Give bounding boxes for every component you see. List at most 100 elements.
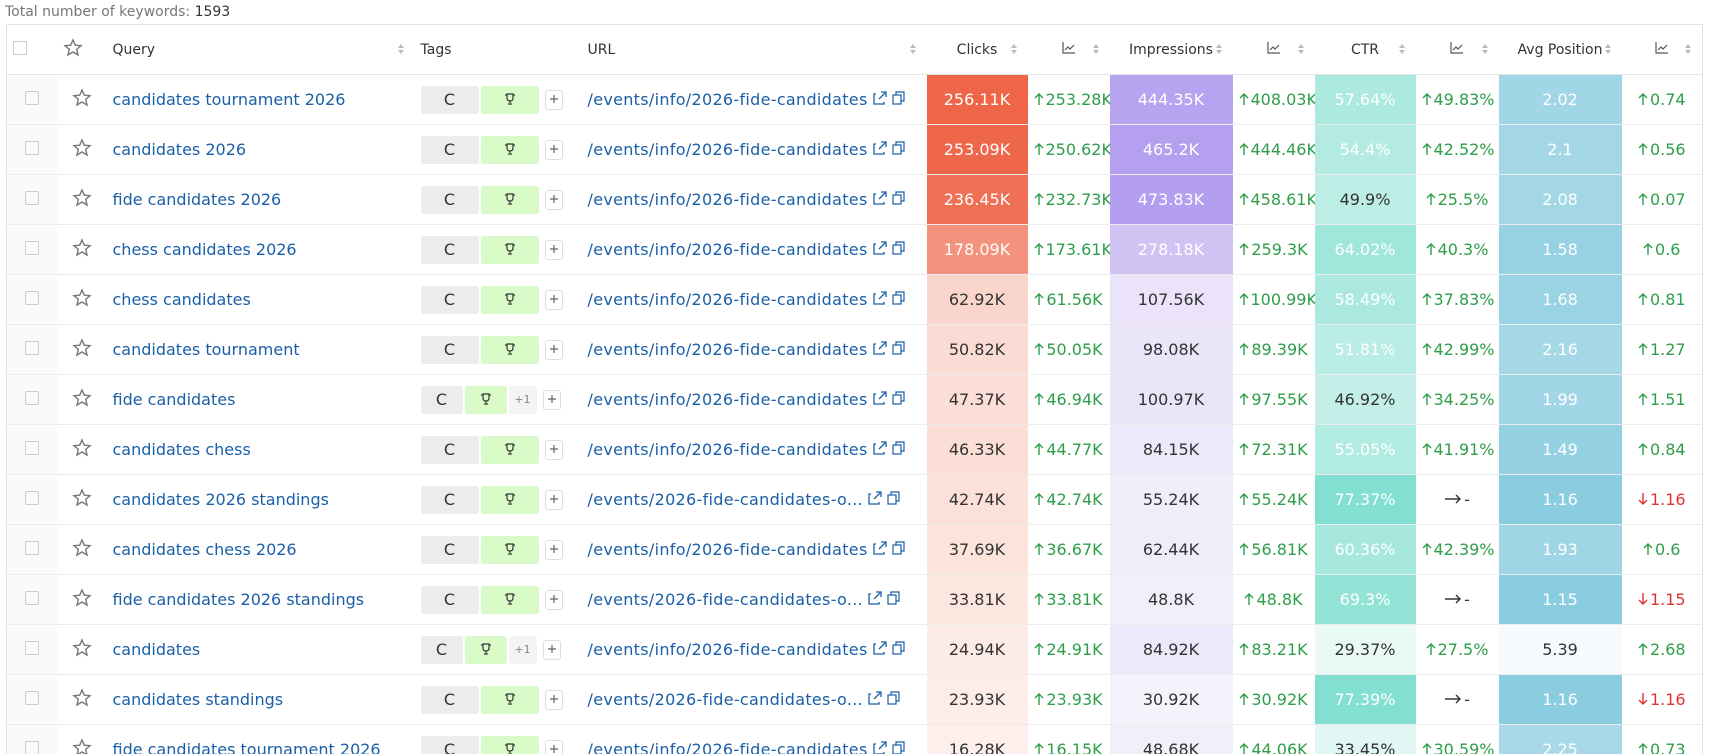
star-icon[interactable] xyxy=(71,737,92,754)
add-tag[interactable] xyxy=(544,339,563,360)
query-link[interactable]: fide candidates 2026 standings xyxy=(112,590,365,609)
url-link[interactable]: /events/2026-fide-candidates-o... xyxy=(587,590,864,609)
tag-chip[interactable]: C xyxy=(420,435,479,464)
link-icons[interactable] xyxy=(868,691,902,705)
link-icons[interactable] xyxy=(873,341,907,355)
url-link[interactable]: /events/info/2026-fide-candidates xyxy=(587,340,868,359)
query-link[interactable]: candidates 2026 xyxy=(112,140,247,159)
url-link[interactable]: /events/info/2026-fide-candidates xyxy=(587,240,868,259)
column-header[interactable] xyxy=(1621,24,1703,75)
query-link[interactable]: candidates 2026 standings xyxy=(112,490,329,509)
tag-chip[interactable]: C xyxy=(420,735,479,754)
tag-chip[interactable] xyxy=(480,135,539,164)
select-cell[interactable] xyxy=(6,524,57,575)
select-cell[interactable] xyxy=(6,424,57,475)
add-tag[interactable] xyxy=(544,239,563,260)
link-icons[interactable] xyxy=(868,591,902,605)
column-header[interactable]: Clicks xyxy=(926,24,1028,75)
select-cell[interactable] xyxy=(6,374,57,425)
star-icon[interactable] xyxy=(71,187,92,208)
chart-icon[interactable] xyxy=(1266,41,1281,54)
star-cell[interactable] xyxy=(56,524,107,575)
link-icons[interactable] xyxy=(873,141,907,155)
star-icon[interactable] xyxy=(71,137,92,158)
star-cell[interactable] xyxy=(56,74,107,125)
tag-chip[interactable]: C xyxy=(420,635,463,664)
sort-icon[interactable] xyxy=(1604,43,1612,55)
link-icons[interactable] xyxy=(868,491,902,505)
tag-chip[interactable] xyxy=(480,535,539,564)
url-link[interactable]: /events/info/2026-fide-candidates xyxy=(587,290,868,309)
tag-chip[interactable] xyxy=(480,435,539,464)
query-link[interactable]: candidates chess xyxy=(112,440,251,459)
query-link[interactable]: chess candidates xyxy=(112,290,251,309)
add-tag[interactable] xyxy=(544,189,563,210)
star-icon[interactable] xyxy=(62,37,83,58)
sort-icon[interactable] xyxy=(397,43,405,55)
tag-chip[interactable]: C xyxy=(420,135,479,164)
tag-chip[interactable]: C xyxy=(420,535,479,564)
add-tag[interactable] xyxy=(544,139,563,160)
tag-chip[interactable] xyxy=(480,485,539,514)
star-cell[interactable] xyxy=(56,724,107,754)
star-icon[interactable] xyxy=(71,337,92,358)
column-header[interactable]: Query xyxy=(106,24,415,75)
tag-chip[interactable]: C xyxy=(420,585,479,614)
tag-chip[interactable] xyxy=(480,285,539,314)
sort-icon[interactable] xyxy=(909,43,917,55)
column-header[interactable]: CTR xyxy=(1314,24,1416,75)
add-tag[interactable] xyxy=(542,389,561,410)
tag-chip[interactable]: C xyxy=(420,185,479,214)
add-tag[interactable] xyxy=(544,689,563,710)
add-tag[interactable] xyxy=(544,539,563,560)
query-link[interactable]: candidates tournament xyxy=(112,340,300,359)
select-cell[interactable] xyxy=(6,224,57,275)
query-link[interactable]: candidates standings xyxy=(112,690,284,709)
tag-extra[interactable]: +1 xyxy=(508,385,537,414)
star-icon[interactable] xyxy=(71,287,92,308)
star-cell[interactable] xyxy=(56,324,107,375)
star-icon[interactable] xyxy=(71,687,92,708)
link-icons[interactable] xyxy=(873,391,907,405)
star-icon[interactable] xyxy=(71,87,92,108)
chart-icon[interactable] xyxy=(1450,41,1464,54)
add-tag[interactable] xyxy=(544,89,563,110)
column-header[interactable] xyxy=(1415,24,1499,75)
select-cell[interactable] xyxy=(6,624,57,675)
tag-extra[interactable]: +1 xyxy=(508,635,537,664)
star-cell[interactable] xyxy=(56,124,107,175)
link-icons[interactable] xyxy=(873,291,907,305)
star-icon[interactable] xyxy=(71,637,92,658)
add-tag[interactable] xyxy=(544,439,563,460)
link-icons[interactable] xyxy=(873,91,907,105)
add-tag[interactable] xyxy=(542,639,561,660)
chart-icon[interactable] xyxy=(1655,41,1669,54)
sort-icon[interactable] xyxy=(1684,43,1692,55)
url-link[interactable]: /events/info/2026-fide-candidates xyxy=(587,390,868,409)
link-icons[interactable] xyxy=(873,241,907,255)
tag-chip[interactable]: C xyxy=(420,85,479,114)
url-link[interactable]: /events/info/2026-fide-candidates xyxy=(587,140,868,159)
tag-chip[interactable] xyxy=(480,185,539,214)
star-icon[interactable] xyxy=(71,537,92,558)
sort-icon[interactable] xyxy=(1297,43,1305,55)
chart-icon[interactable] xyxy=(1061,41,1076,54)
star-cell[interactable] xyxy=(56,574,107,625)
tag-chip[interactable]: C xyxy=(420,385,463,414)
tag-chip[interactable] xyxy=(480,85,539,114)
column-header[interactable]: URL xyxy=(581,24,927,75)
sort-icon[interactable] xyxy=(1092,43,1100,55)
link-icons[interactable] xyxy=(873,191,907,205)
query-link[interactable]: candidates chess 2026 xyxy=(112,540,297,559)
add-tag[interactable] xyxy=(544,489,563,510)
tag-chip[interactable] xyxy=(464,385,507,414)
sort-icon[interactable] xyxy=(1010,43,1018,55)
add-tag[interactable] xyxy=(544,739,563,754)
select-cell[interactable] xyxy=(6,274,57,325)
link-icons[interactable] xyxy=(873,541,907,555)
select-cell[interactable] xyxy=(6,74,57,125)
star-cell[interactable] xyxy=(56,374,107,425)
query-link[interactable]: candidates tournament 2026 xyxy=(112,90,346,109)
tag-chip[interactable]: C xyxy=(420,235,479,264)
url-link[interactable]: /events/2026-fide-candidates-o... xyxy=(587,490,864,509)
